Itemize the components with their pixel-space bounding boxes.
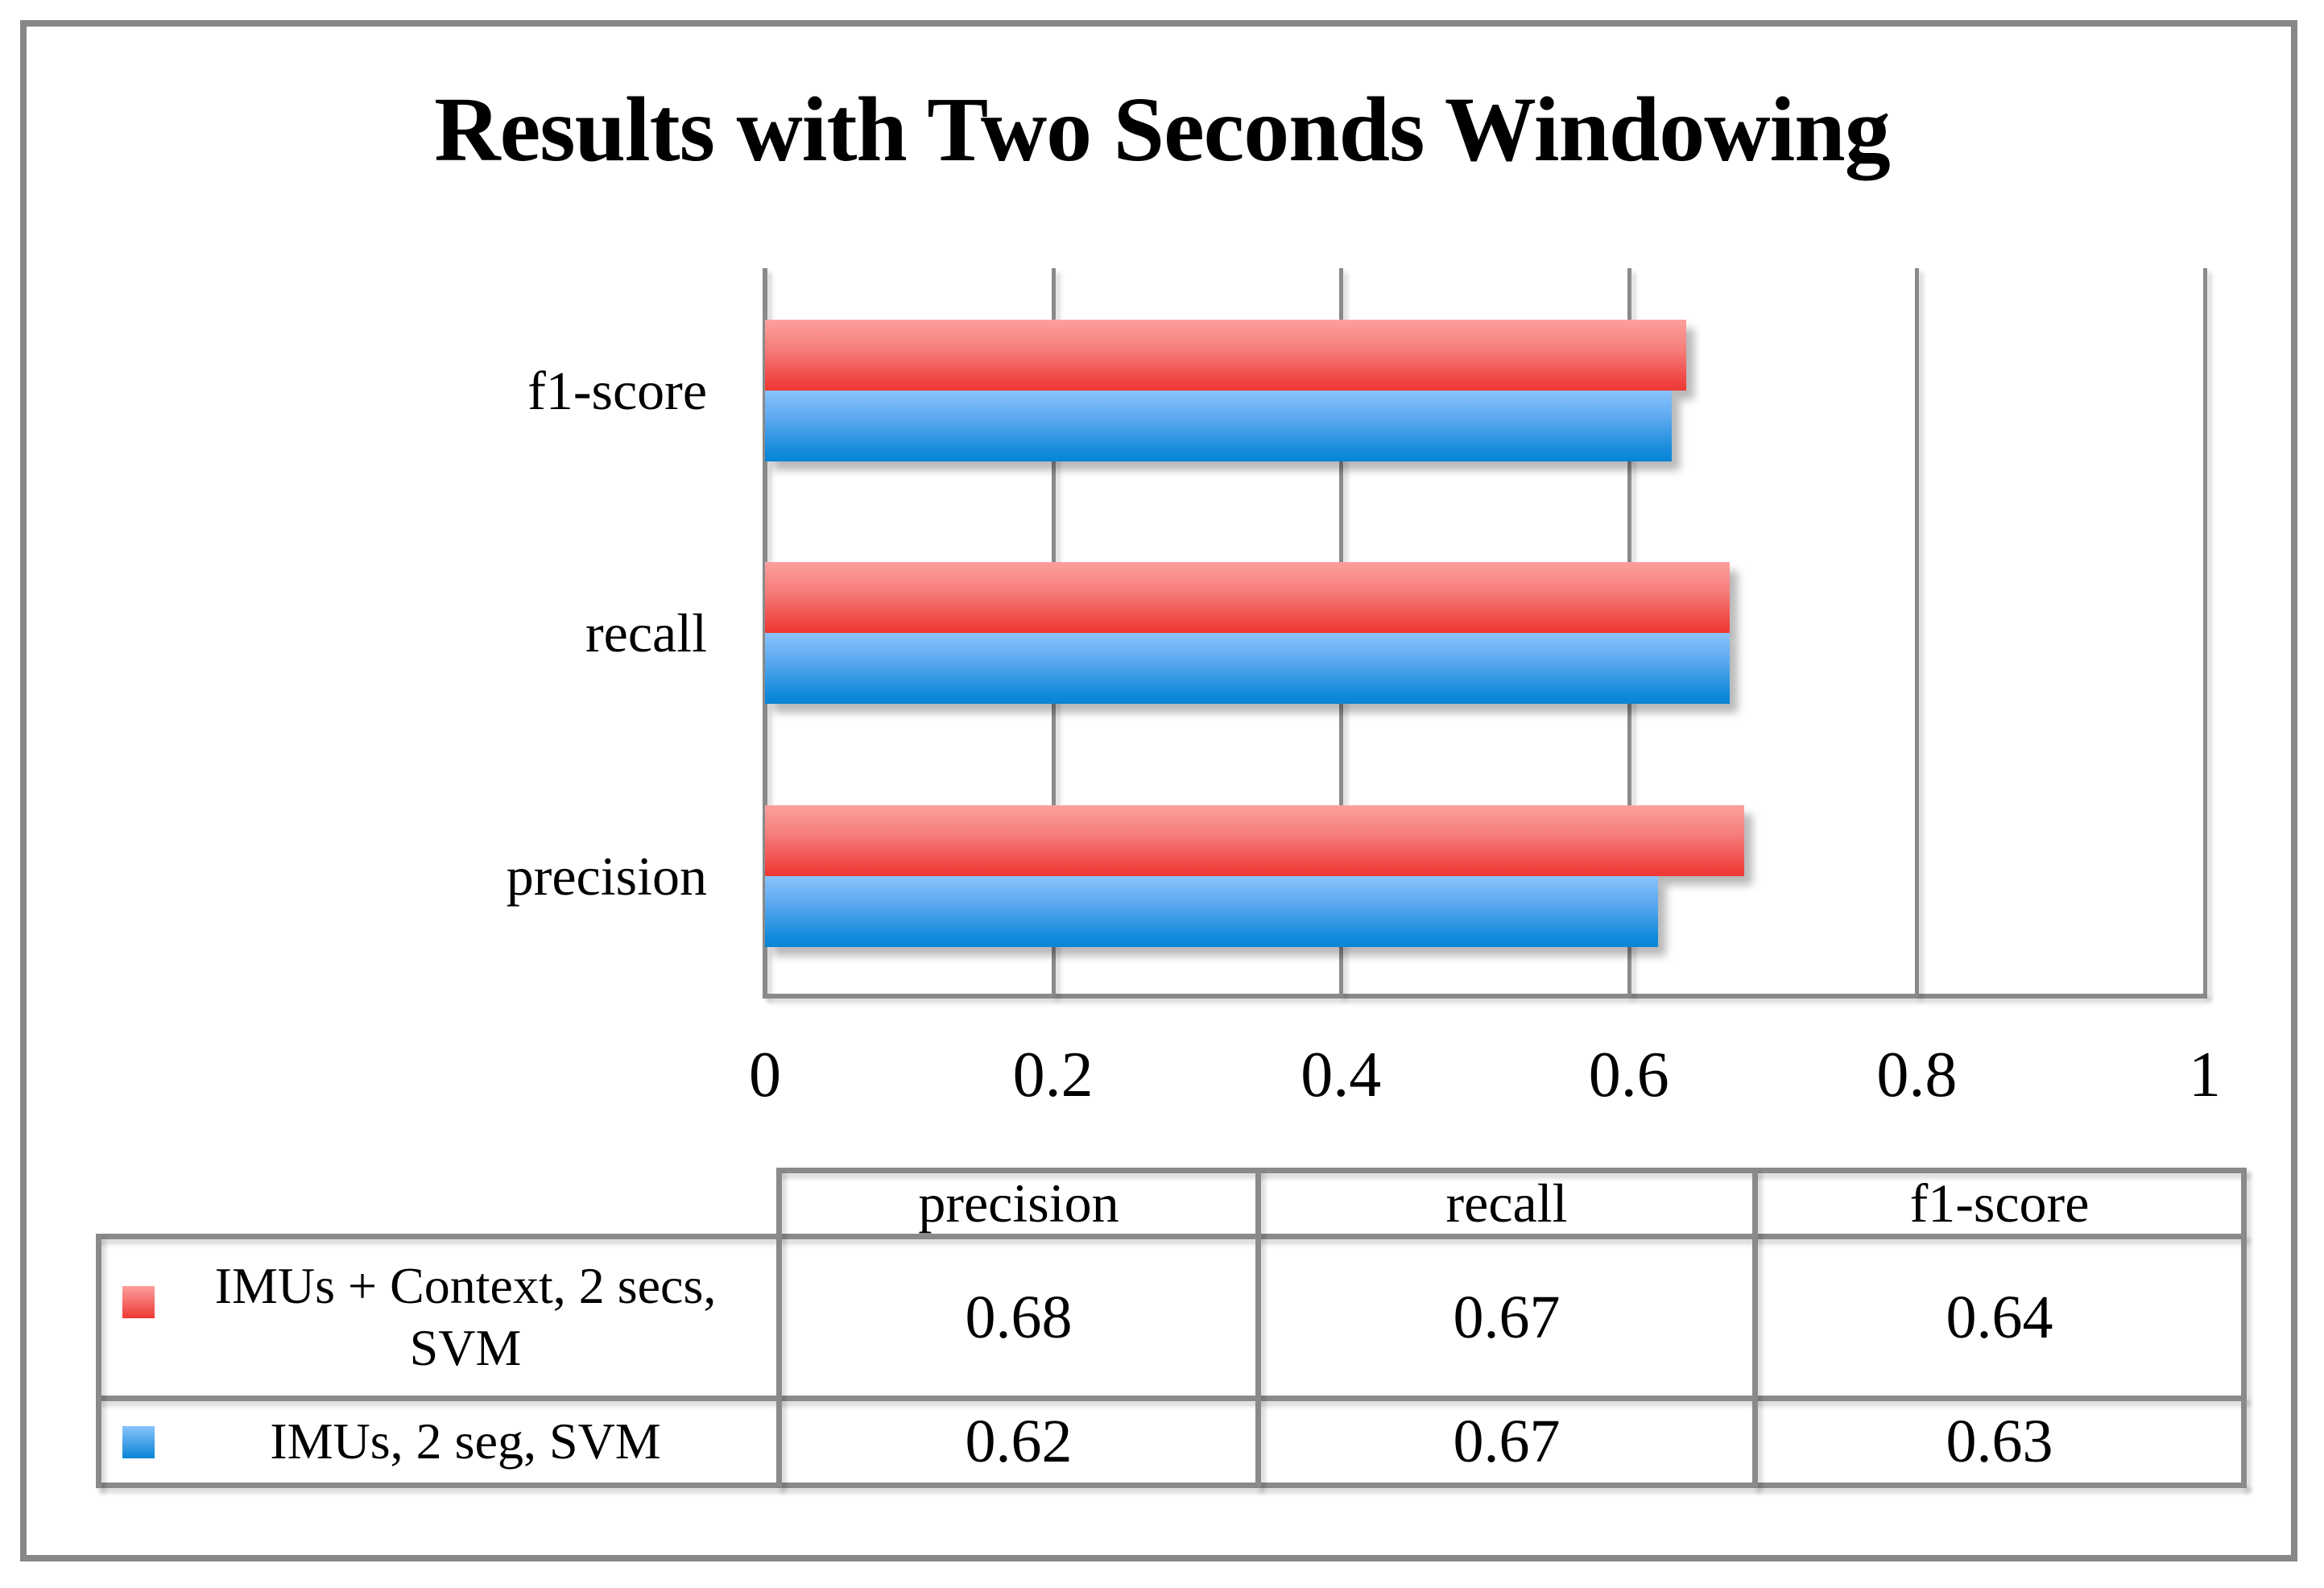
- bar-series1-f1-score: [765, 320, 1686, 391]
- x-tick-label-0.6: 0.6: [1588, 1040, 1669, 1110]
- table-cell-r2-f1-score: 0.63: [1946, 1408, 2053, 1475]
- table-border-left: [96, 1234, 101, 1488]
- table-cell-r1-precision: 0.68: [965, 1283, 1073, 1351]
- table-row-label-2: IMUs, 2 seg, SVM: [101, 1401, 776, 1483]
- table-border-top: [776, 1168, 2247, 1173]
- table-border-col2: [1255, 1168, 1261, 1488]
- table-cell-r1-f1-score: 0.64: [1946, 1283, 2053, 1351]
- x-tick-label-1: 1: [2189, 1040, 2221, 1110]
- table-header-f1-score: f1-score: [1909, 1172, 2090, 1234]
- table-header-precision: precision: [918, 1172, 1119, 1234]
- bar-series2-recall: [765, 633, 1730, 704]
- x-tick-label-0.8: 0.8: [1876, 1040, 1958, 1110]
- table-border-right: [2241, 1168, 2247, 1488]
- x-axis-line: [763, 994, 2207, 999]
- category-label-recall: recall: [585, 602, 707, 664]
- x-tick-label-0: 0: [749, 1040, 781, 1110]
- x-tick-label-0.2: 0.2: [1012, 1040, 1094, 1110]
- table-row-label-1: IMUs + Context, 2 secs, SVM: [101, 1239, 776, 1396]
- table-border-bottom: [96, 1483, 2247, 1488]
- legend-key-blue: [122, 1425, 155, 1458]
- series-2-label: IMUs, 2 seg, SVM: [270, 1412, 661, 1470]
- category-label-f1-score: f1-score: [527, 360, 707, 421]
- bar-series1-recall: [765, 562, 1730, 633]
- gridline-0.8: [1915, 268, 1920, 996]
- table-border-header-bottom: [96, 1234, 2247, 1239]
- chart-title: Results with Two Seconds Windowing: [434, 78, 1890, 180]
- bar-series2-precision: [765, 876, 1658, 947]
- category-label-precision: precision: [506, 846, 707, 907]
- bar-series1-precision: [765, 805, 1744, 876]
- page-border: [20, 20, 2297, 1561]
- x-tick-label-0.4: 0.4: [1301, 1040, 1382, 1110]
- series-1-label: IMUs + Context, 2 secs, SVM: [214, 1257, 717, 1376]
- table-header-recall: recall: [1445, 1172, 1568, 1234]
- bar-series2-f1-score: [765, 391, 1672, 461]
- table-cell-r2-recall: 0.67: [1453, 1408, 1561, 1475]
- plot-area: [763, 268, 2207, 999]
- table-cell-r1-recall: 0.67: [1453, 1283, 1561, 1351]
- table-border-col3: [1752, 1168, 1758, 1488]
- table-border-row-divider: [96, 1396, 2247, 1401]
- table-border-col1: [776, 1168, 782, 1488]
- legend-key-red: [122, 1286, 155, 1318]
- gridline-1: [2203, 268, 2207, 996]
- table-cell-r2-precision: 0.62: [965, 1408, 1073, 1475]
